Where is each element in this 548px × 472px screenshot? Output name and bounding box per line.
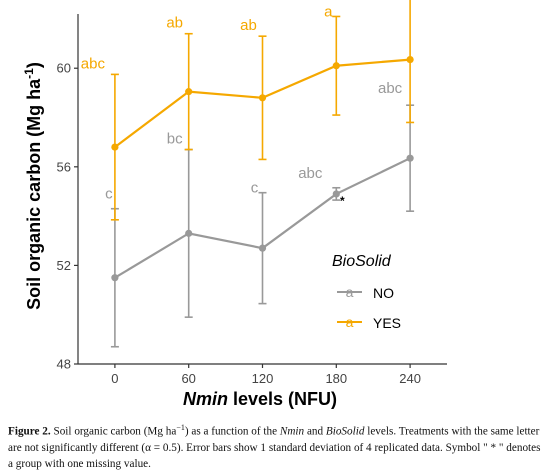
y-axis-label: Soil organic carbon (Mg ha-1) [22, 62, 44, 310]
x-tick-label: 60 [181, 371, 195, 386]
significance-letter: ab [166, 15, 183, 32]
x-axis-label: Nmin levels (NFU) [183, 389, 337, 409]
x-tick-label: 240 [399, 371, 421, 386]
significance-letter: a [324, 3, 333, 20]
legend-key-yes: a YES [337, 314, 401, 331]
data-point [332, 62, 340, 70]
legend-label: NO [373, 285, 394, 301]
significance-letter: abc [81, 55, 106, 72]
y-tick-label: 56 [57, 159, 71, 174]
legend-key-letter: a [346, 284, 354, 300]
missing-value-star: * [340, 194, 345, 208]
figure-caption: Figure 2. Soil organic carbon (Mg ha−1) … [8, 423, 541, 470]
caption-label: Figure 2. [8, 425, 51, 438]
data-point [111, 143, 119, 151]
x-tick-label: 180 [325, 371, 347, 386]
legend-key-letter: a [346, 314, 354, 330]
x-tick-label: 120 [252, 371, 274, 386]
y-tick-label: 60 [57, 61, 71, 76]
data-point [258, 244, 267, 252]
y-axis-label-superscript: -1 [22, 68, 36, 79]
data-point [406, 154, 414, 162]
data-point [111, 274, 119, 282]
significance-letter: c [105, 186, 113, 203]
data-point [258, 94, 267, 102]
series-no: c bc c abc * abc [105, 80, 415, 348]
legend-label: YES [373, 315, 401, 331]
significance-letter: abc [298, 165, 323, 182]
significance-letter: a [398, 0, 407, 1]
legend: BioSolid a NO a YES [332, 253, 401, 331]
significance-letter: ab [240, 17, 257, 34]
significance-letter: c [251, 180, 259, 197]
data-point [406, 55, 414, 64]
legend-key-no: a NO [337, 284, 394, 301]
x-tick-label: 0 [111, 371, 118, 386]
data-point [185, 229, 193, 237]
data-point [332, 190, 340, 198]
axes: 48 52 56 60 0 60 120 180 240 [57, 14, 447, 386]
significance-letter: bc [167, 131, 183, 148]
significance-letter: abc [378, 80, 403, 97]
data-point [185, 88, 193, 96]
y-tick-label: 52 [57, 258, 71, 273]
y-tick-label: 48 [57, 357, 71, 372]
series-yes: abc ab ab a a [81, 0, 415, 221]
legend-title: BioSolid [332, 253, 392, 270]
